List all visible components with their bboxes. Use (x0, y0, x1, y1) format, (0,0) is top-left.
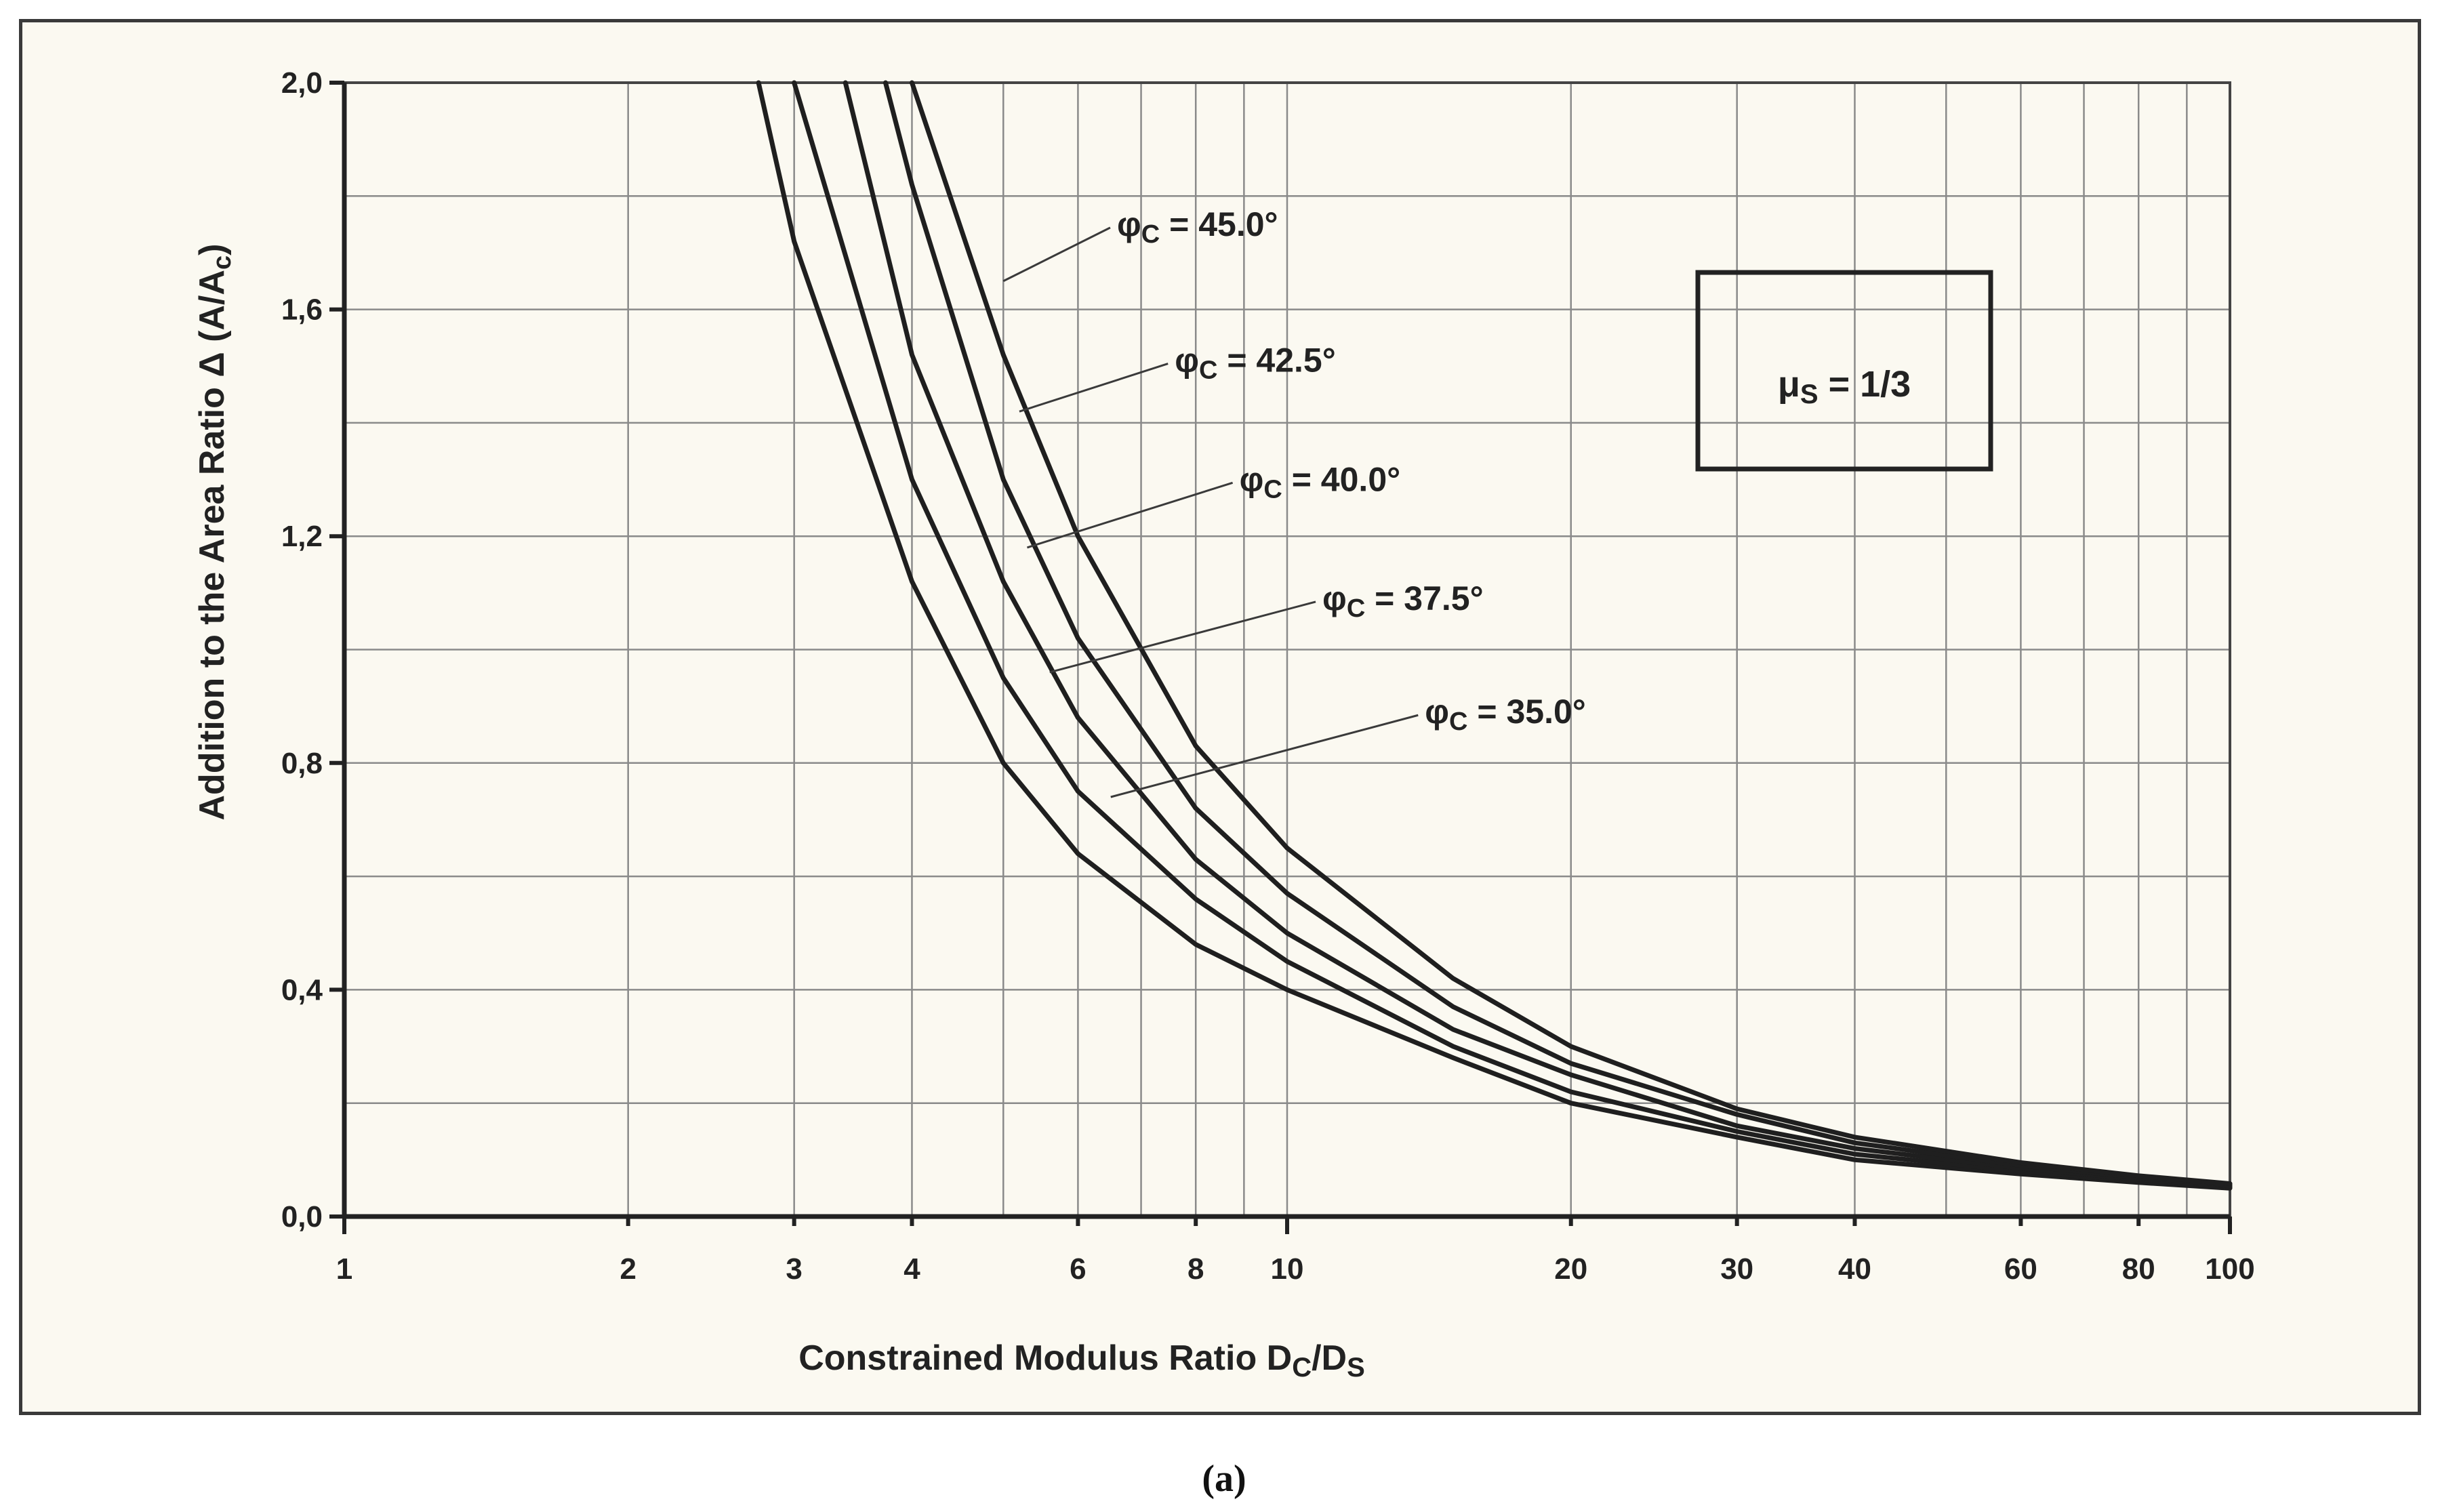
annotation-label: φC = 35.0° (1425, 693, 1586, 736)
y-tick-label: 1,2 (281, 520, 323, 553)
x-tick-label: 40 (1838, 1252, 1871, 1286)
curve-series (883, 80, 2233, 1187)
annotation-leader (1049, 600, 1316, 674)
x-tick-label: 60 (2004, 1252, 2037, 1286)
y-tick-label: 0,4 (281, 973, 323, 1006)
annotation-leader (1027, 481, 1234, 549)
x-axis-title: Constrained Modulus Ratio DC/DS (798, 1339, 1365, 1383)
axes: 0,0 0,4 0,8 1,2 1,6 2,0 1 2 3 4 6 8 10 20 30 40 60 80 100 (281, 66, 2255, 1286)
annotation-leader (1110, 714, 1419, 798)
x-tick-label: 6 (1070, 1252, 1086, 1286)
x-tick-label: 1 (336, 1252, 352, 1286)
x-tick-label: 30 (1720, 1252, 1753, 1286)
y-tick-label: 0,0 (281, 1200, 323, 1233)
annotation-leader (1019, 363, 1169, 413)
x-tick-label: 2 (620, 1252, 636, 1286)
figure-caption: (a) (1202, 1458, 1246, 1500)
parameter-box-label: μS = 1/3 (1778, 364, 1911, 409)
annotation-label: φC = 42.5° (1175, 342, 1336, 385)
curve-series (910, 80, 2233, 1186)
y-tick-label: 2,0 (281, 66, 323, 100)
curve-series (792, 80, 2233, 1189)
x-tick-label: 80 (2122, 1252, 2155, 1286)
annotation-label: φC = 37.5° (1322, 579, 1484, 623)
x-tick-label: 10 (1271, 1252, 1304, 1286)
x-tick-label: 20 (1554, 1252, 1587, 1286)
curves (756, 80, 2233, 1191)
parameter-box: μS = 1/3 (1695, 270, 1993, 472)
x-tick-label: 100 (2205, 1252, 2254, 1286)
grid (343, 81, 2231, 1218)
y-tick-label: 1,6 (281, 293, 323, 327)
curve-annotations: φC = 45.0° φC = 42.5° φC = 40.0° φC = 37.5°… (1002, 205, 1586, 798)
annotation-label: φC = 45.0° (1117, 205, 1278, 249)
annotation-leader (1002, 226, 1111, 283)
parameter-box-frame (1695, 270, 1993, 472)
curve-series (842, 80, 2233, 1189)
y-tick-label: 0,8 (281, 747, 323, 780)
annotation-label: φC = 40.0° (1240, 460, 1401, 504)
y-axis-title: Addition to the Area Ratio Δ (A/Ac) (192, 243, 237, 820)
x-tick-label: 8 (1187, 1252, 1204, 1286)
curve-series (756, 80, 2233, 1191)
x-tick-label: 4 (903, 1252, 920, 1286)
x-tick-label: 3 (786, 1252, 802, 1286)
